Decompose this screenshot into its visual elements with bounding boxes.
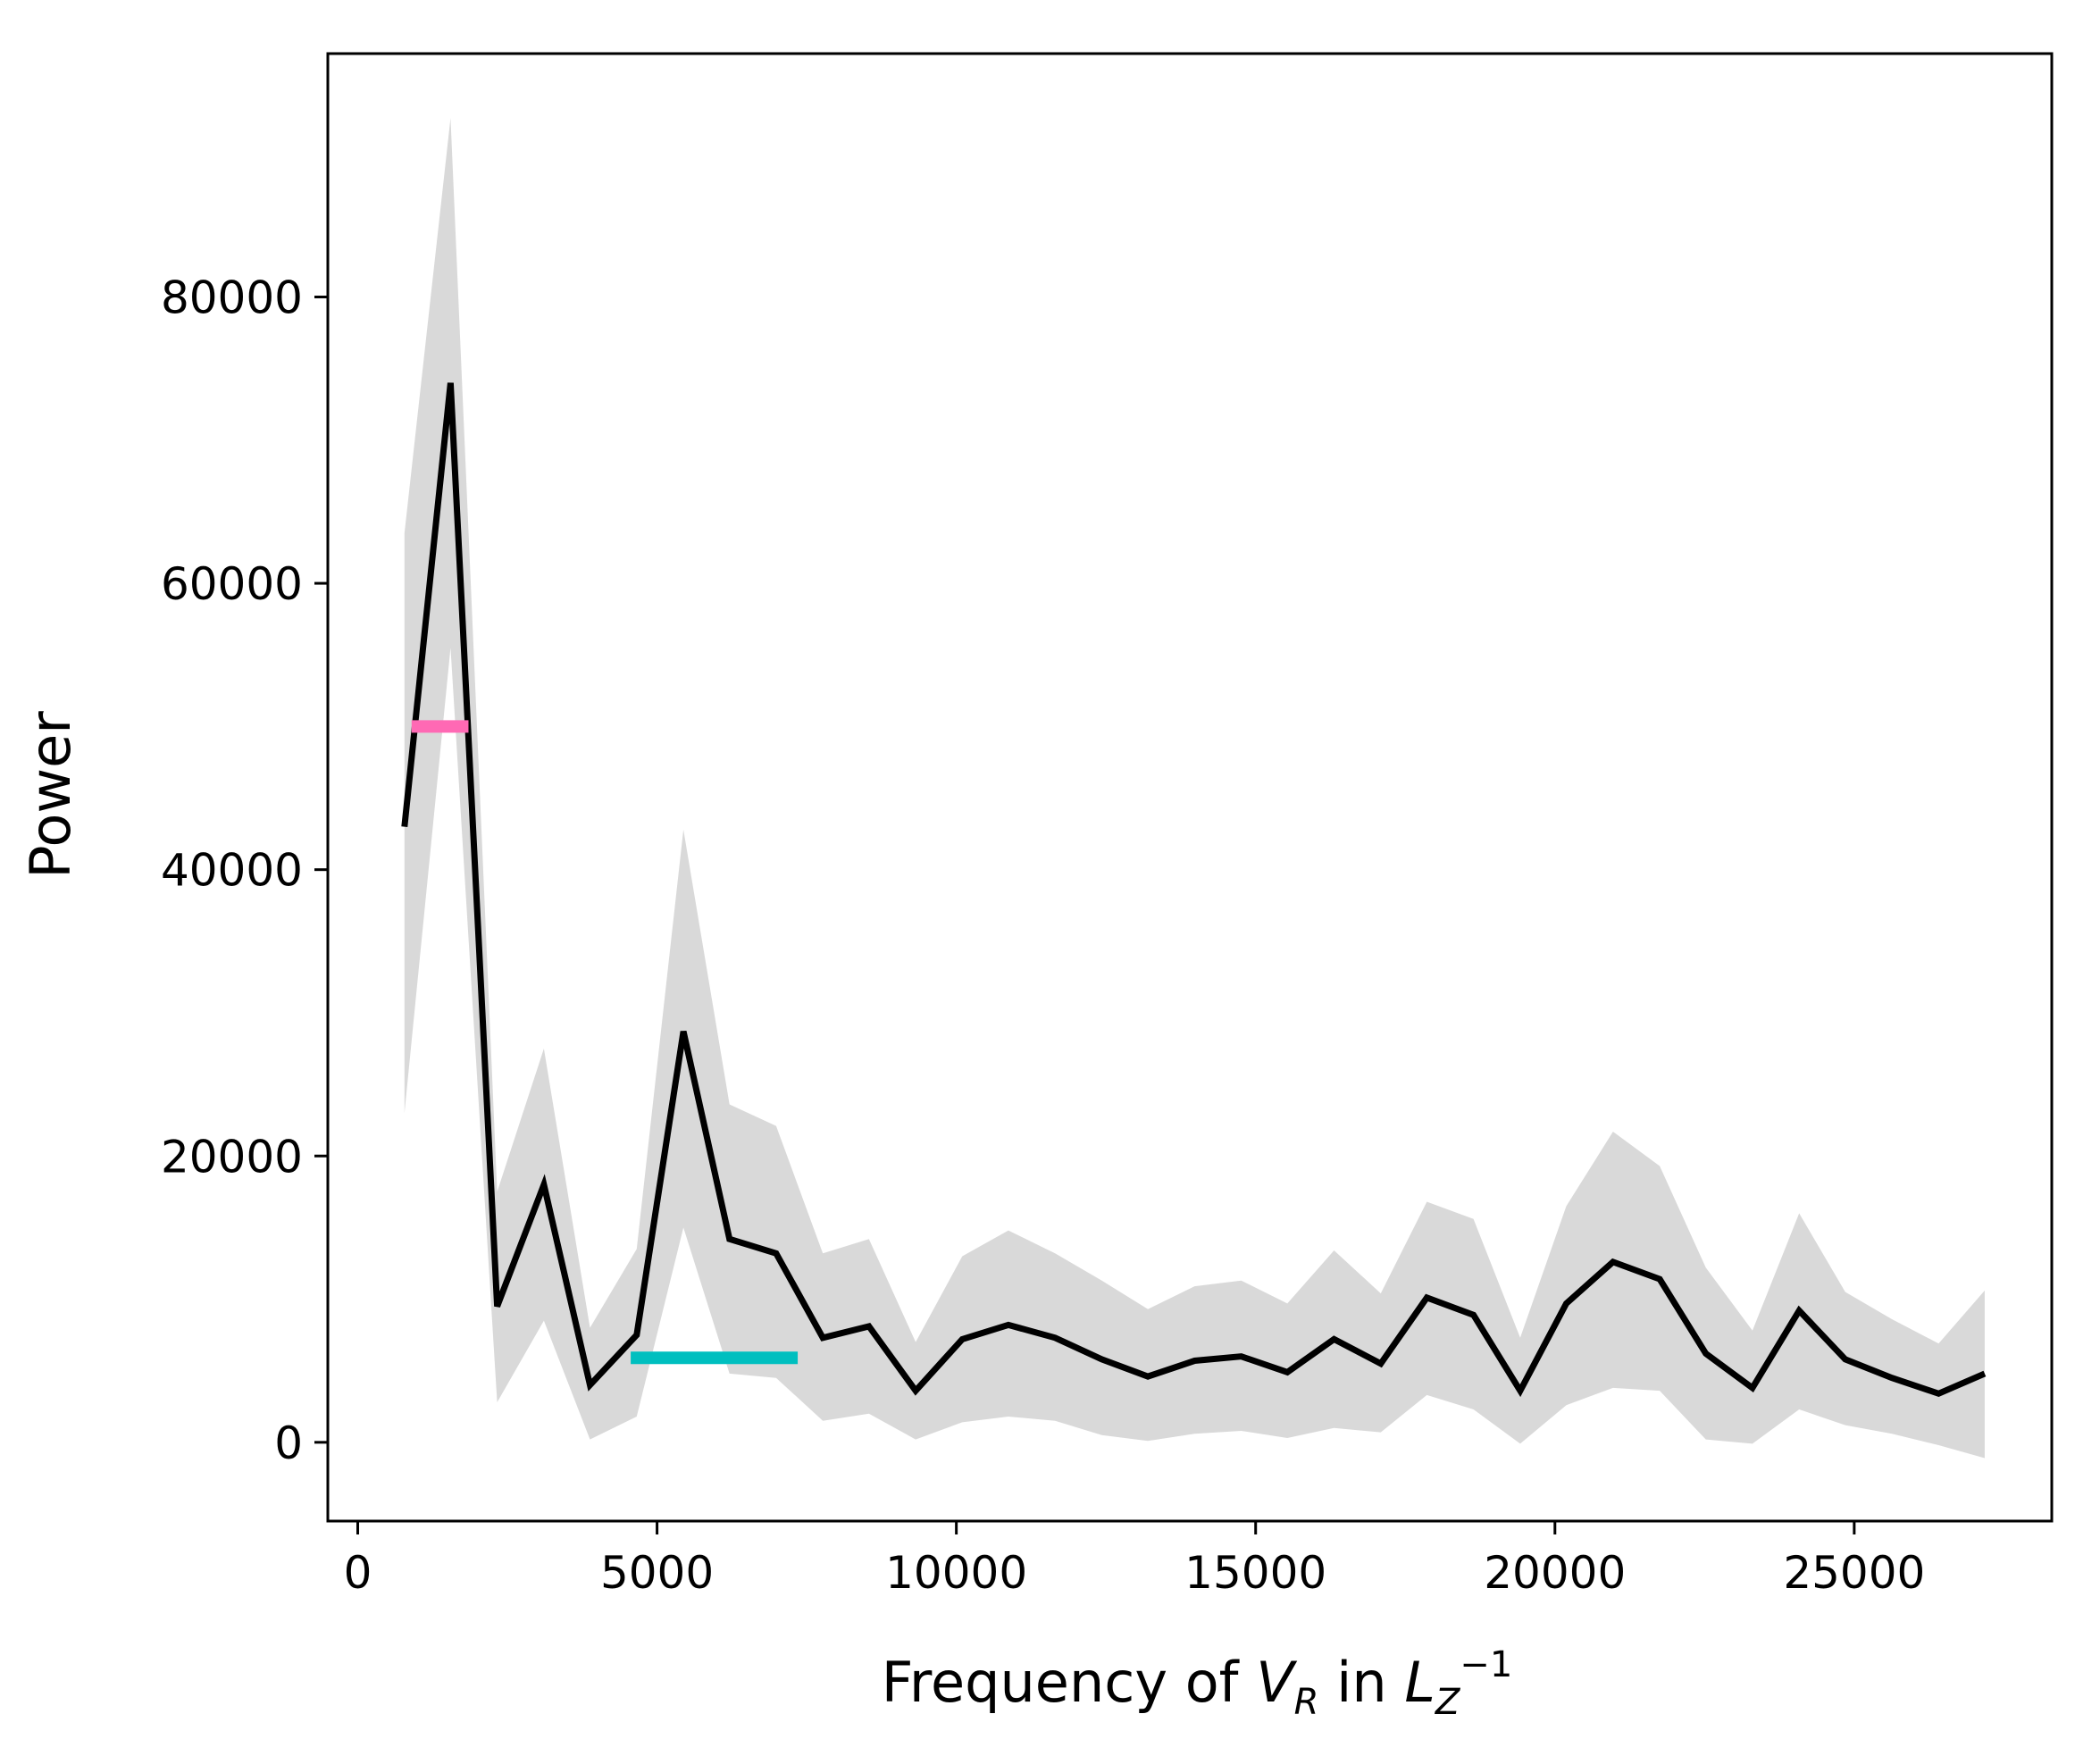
plot-frame: [326, 52, 2054, 1523]
x-axis-label: Frequency of VR in LZ−1: [882, 1644, 1513, 1723]
x-tick-label: 5000: [600, 1547, 714, 1599]
plot-area: [401, 118, 1987, 1459]
y-tick-label: 0: [274, 1417, 303, 1469]
confidence-band: [404, 118, 1985, 1459]
x-tick-label: 10000: [885, 1547, 1027, 1599]
x-tick-label: 20000: [1484, 1547, 1626, 1599]
x-tick-label: 15000: [1184, 1547, 1326, 1599]
y-axis: 0 20000 40000 60000 80000: [161, 272, 328, 1469]
y-tick-label: 60000: [161, 558, 303, 610]
x-tick-label: 0: [344, 1547, 372, 1599]
y-tick-label: 80000: [161, 272, 303, 323]
series-line: [401, 382, 1987, 1398]
y-tick-label: 40000: [161, 845, 303, 897]
y-tick-label: 20000: [161, 1131, 303, 1183]
x-tick-label: 25000: [1783, 1547, 1925, 1599]
x-axis: 0 5000 10000 15000 20000 25000: [344, 1521, 1925, 1599]
y-axis-label: Power: [18, 711, 83, 879]
